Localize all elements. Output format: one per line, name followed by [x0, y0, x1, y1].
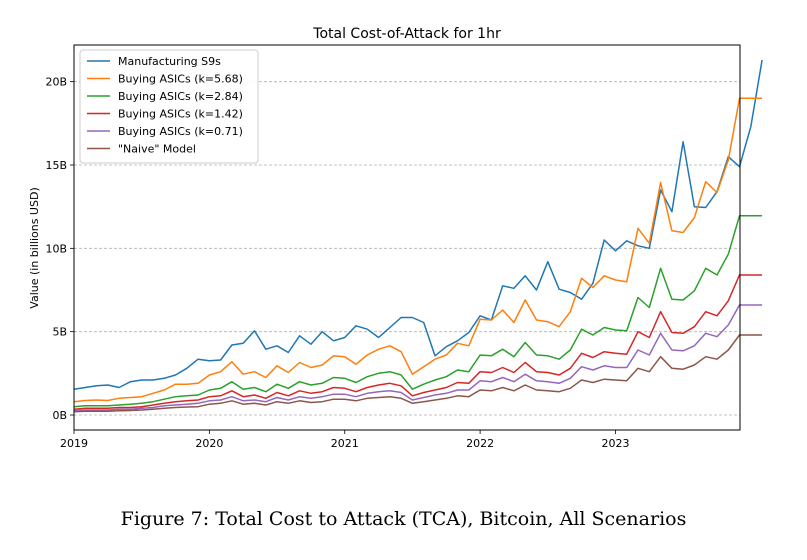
plot-frame [73, 44, 741, 431]
series-line-5 [73, 304, 763, 412]
y-tick-label: 15B [45, 159, 67, 172]
line-chart: Total Cost-of-Attack for 1hr Value (in b… [28, 26, 763, 450]
legend-label: Buying ASICs (k=0.71) [118, 125, 243, 138]
y-tick-label: 20B [45, 76, 67, 89]
y-tick-label: 10B [45, 242, 67, 255]
series-line-6 [73, 334, 763, 413]
legend-label: Manufacturing S9s [118, 55, 221, 68]
series-line-4 [73, 274, 763, 410]
x-ticks: 2019 2020 2021 2022 2023 [60, 430, 629, 450]
y-tick-label: 5B [52, 326, 67, 339]
x-tick-label: 2019 [60, 437, 88, 450]
series-line-2 [73, 97, 763, 403]
x-tick-label: 2020 [195, 437, 223, 450]
figure-caption: Figure 7: Total Cost to Attack (TCA), Bi… [120, 508, 687, 530]
legend-label: Buying ASICs (k=5.68) [118, 73, 243, 86]
legend-box [79, 49, 259, 164]
legend-label: Buying ASICs (k=2.84) [118, 90, 243, 103]
legend-label: Buying ASICs (k=1.42) [118, 108, 243, 121]
series-line-1 [73, 59, 763, 390]
chart-title: Total Cost-of-Attack for 1hr [312, 26, 501, 42]
x-tick-label: 2023 [601, 437, 629, 450]
y-axis-label: Value (in billions USD) [28, 187, 41, 308]
series-line-3 [73, 215, 763, 408]
x-tick-label: 2022 [466, 437, 494, 450]
legend: Manufacturing S9s Buying ASICs (k=5.68) Bu… [79, 49, 259, 164]
y-ticks: 0B 5B 10B 15B 20B [45, 76, 74, 422]
y-tick-label: 0B [52, 409, 67, 422]
legend-label: "Naive" Model [118, 143, 196, 156]
x-tick-label: 2021 [331, 437, 359, 450]
series-lines [73, 59, 763, 413]
